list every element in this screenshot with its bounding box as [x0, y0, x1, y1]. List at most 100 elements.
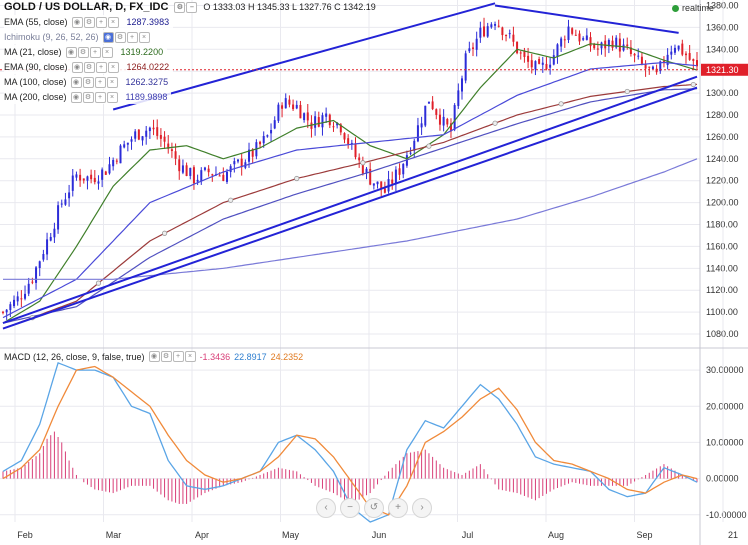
- time-tick-label: Jun: [372, 530, 387, 540]
- legend-name: MA (21, close): [4, 46, 62, 57]
- gear-icon[interactable]: ⚙: [82, 76, 94, 88]
- eye-icon[interactable]: ◉: [102, 31, 114, 43]
- eye-icon[interactable]: ◉: [65, 46, 77, 58]
- close-icon[interactable]: ×: [107, 61, 119, 73]
- legend-buttons[interactable]: ◉ ⚙ + ×: [71, 16, 119, 28]
- time-tick-label: Apr: [195, 530, 209, 540]
- candle-body: [284, 98, 287, 109]
- plus-icon[interactable]: +: [172, 351, 184, 362]
- hide-icon[interactable]: –: [186, 2, 198, 13]
- gear-icon[interactable]: ⚙: [83, 16, 95, 28]
- price-tick-label: 1140.00: [706, 263, 738, 273]
- candle-body: [137, 129, 140, 140]
- plus-icon[interactable]: +: [95, 16, 107, 28]
- plus-icon[interactable]: +: [126, 31, 138, 43]
- candle-body: [350, 142, 353, 144]
- legend-buttons[interactable]: ◉ ⚙ + ×: [102, 31, 150, 43]
- candle-body: [563, 39, 566, 41]
- candle-body: [420, 123, 423, 128]
- scroll-right-icon[interactable]: ›: [412, 498, 432, 518]
- zoom-out-icon[interactable]: −: [340, 498, 360, 518]
- eye-icon[interactable]: ◉: [148, 351, 160, 362]
- legend-row-ma200[interactable]: MA (200, close) ◉ ⚙ + × 1189.9898: [4, 90, 172, 104]
- gear-icon[interactable]: ⚙: [77, 46, 89, 58]
- price-tick-label: 1280.00: [706, 110, 739, 120]
- price-tick-label: 1080.00: [706, 329, 739, 339]
- eye-icon[interactable]: ◉: [71, 61, 83, 73]
- candle-body: [380, 181, 383, 190]
- eye-icon[interactable]: ◉: [70, 76, 82, 88]
- price-tick-label: 1380.00: [706, 0, 739, 10]
- legend-name: EMA (90, close): [4, 61, 68, 72]
- chart-title-row: GOLD / US DOLLAR, D, FX_IDC ⚙ – O 1333.0…: [4, 2, 376, 13]
- close-icon[interactable]: ×: [184, 351, 196, 362]
- candle-body: [112, 159, 115, 167]
- legend-buttons[interactable]: ◉ ⚙ + ×: [65, 46, 113, 58]
- legend-row-ema55[interactable]: EMA (55, close) ◉ ⚙ + × 1287.3983: [4, 15, 174, 29]
- candle-body: [24, 293, 27, 299]
- gear-icon[interactable]: ⚙: [82, 91, 94, 103]
- candle-body: [339, 124, 342, 133]
- legend-row-ma21[interactable]: MA (21, close) ◉ ⚙ + × 1319.2200: [4, 45, 168, 59]
- candle-body: [409, 152, 412, 154]
- candle-body: [343, 133, 346, 140]
- legend-row-ma100[interactable]: MA (100, close) ◉ ⚙ + × 1262.3275: [4, 75, 173, 89]
- candle-body: [306, 112, 309, 121]
- settings-icon[interactable]: ⚙: [174, 2, 186, 13]
- zoom-in-icon[interactable]: +: [388, 498, 408, 518]
- eye-icon[interactable]: ◉: [70, 91, 82, 103]
- candle-body: [457, 90, 460, 106]
- candle-body: [383, 188, 386, 193]
- gear-icon[interactable]: ⚙: [160, 351, 172, 362]
- close-icon[interactable]: ×: [138, 31, 150, 43]
- candle-body: [53, 228, 56, 238]
- gear-icon[interactable]: ⚙: [83, 61, 95, 73]
- candle-body: [567, 26, 570, 40]
- chart-nav-bar: ‹ − ↺ + ›: [316, 498, 432, 518]
- close-icon[interactable]: ×: [101, 46, 113, 58]
- trendline[interactable]: [2, 75, 698, 325]
- candle-body: [629, 47, 632, 55]
- legend-buttons[interactable]: ◉ ⚙ + ×: [70, 76, 118, 88]
- candle-body: [71, 175, 74, 191]
- title-buttons[interactable]: ⚙ –: [174, 2, 198, 13]
- candle-body: [152, 127, 155, 130]
- plus-icon[interactable]: +: [94, 91, 106, 103]
- legend-buttons[interactable]: ◉ ⚙ + ×: [71, 61, 119, 73]
- plus-icon[interactable]: +: [89, 46, 101, 58]
- candle-body: [358, 157, 361, 161]
- legend-row-ichimoku[interactable]: Ichimoku (9, 26, 52, 26) ◉ ⚙ + ×: [4, 30, 154, 44]
- candle-body: [494, 24, 497, 26]
- candle-body: [64, 199, 67, 205]
- plus-icon[interactable]: +: [94, 76, 106, 88]
- candle-body: [159, 135, 162, 139]
- legend-row-ema90[interactable]: EMA (90, close) ◉ ⚙ + × 1264.0222: [4, 60, 174, 74]
- macd-legend[interactable]: MACD (12, 26, close, 9, false, true) ◉ ⚙ +…: [4, 351, 303, 362]
- candle-body: [670, 51, 673, 55]
- candle-body: [431, 101, 434, 110]
- close-icon[interactable]: ×: [107, 16, 119, 28]
- candle-body: [655, 68, 658, 73]
- candle-body: [5, 309, 8, 313]
- macd-buttons[interactable]: ◉ ⚙ + ×: [148, 351, 196, 362]
- candle-body: [666, 54, 669, 66]
- eye-icon[interactable]: ◉: [71, 16, 83, 28]
- candle-body: [475, 38, 478, 50]
- candle-body: [538, 58, 541, 64]
- scroll-left-icon[interactable]: ‹: [316, 498, 336, 518]
- trendline[interactable]: [494, 4, 679, 34]
- trendline[interactable]: [2, 86, 698, 330]
- reset-icon[interactable]: ↺: [364, 498, 384, 518]
- close-icon[interactable]: ×: [106, 91, 118, 103]
- close-icon[interactable]: ×: [106, 76, 118, 88]
- legend-buttons[interactable]: ◉ ⚙ + ×: [70, 91, 118, 103]
- candle-body: [497, 25, 500, 27]
- trendline[interactable]: [112, 2, 496, 111]
- time-tick-label: Aug: [548, 530, 564, 540]
- price-tick-label: 1300.00: [706, 88, 739, 98]
- candle-body: [593, 44, 596, 49]
- plus-icon[interactable]: +: [95, 61, 107, 73]
- gear-icon[interactable]: ⚙: [114, 31, 126, 43]
- candle-body: [321, 115, 324, 128]
